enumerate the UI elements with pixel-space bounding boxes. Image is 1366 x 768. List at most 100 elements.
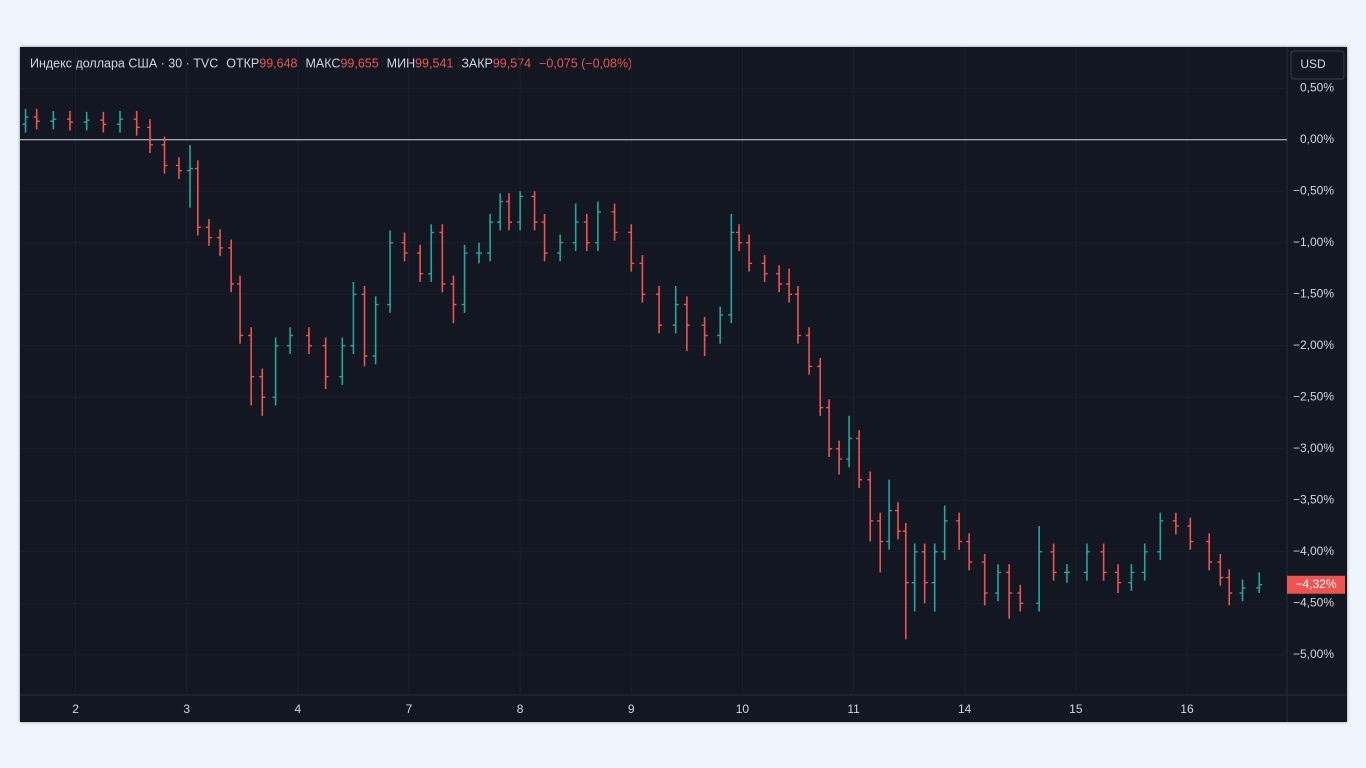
x-tick-label: 2 bbox=[72, 702, 79, 716]
ohlc-bar bbox=[902, 522, 909, 640]
chart-title: Индекс доллара США · 30 · TVC bbox=[30, 56, 218, 70]
y-tick-label: −1,50% bbox=[1293, 286, 1334, 300]
y-tick-label: −2,50% bbox=[1293, 389, 1334, 403]
x-tick-label: 15 bbox=[1069, 702, 1083, 716]
x-tick-label: 8 bbox=[517, 702, 524, 716]
ohlc-bar bbox=[339, 337, 346, 385]
x-tick-label: 11 bbox=[847, 702, 860, 716]
ohlc-bar bbox=[305, 327, 312, 355]
x-tick-label: 3 bbox=[183, 702, 190, 716]
ohlc-bar bbox=[736, 224, 743, 251]
ohlc-bar bbox=[531, 191, 538, 231]
ohlc-bar bbox=[350, 281, 357, 355]
ohlc-bar bbox=[895, 502, 902, 540]
ohlc-bar bbox=[931, 543, 938, 612]
ohlc-bar bbox=[506, 193, 513, 231]
ohlc-bar bbox=[911, 543, 918, 612]
ohlc-bar bbox=[228, 239, 235, 293]
y-tick-label: −2,00% bbox=[1293, 338, 1334, 352]
y-tick-label: −4,50% bbox=[1293, 595, 1334, 609]
ohlc-bar bbox=[877, 512, 884, 573]
ohlc-bar bbox=[995, 564, 1002, 602]
ohlc-bar bbox=[683, 296, 690, 351]
x-tick-label: 7 bbox=[406, 702, 413, 716]
ohlc-bar bbox=[187, 144, 194, 208]
ohlc-bar bbox=[194, 160, 201, 236]
ohlc-bar bbox=[1036, 526, 1043, 612]
ohlc-bar bbox=[1063, 564, 1070, 583]
ohlc-bar bbox=[497, 193, 504, 231]
ohlc-bar bbox=[846, 415, 853, 468]
ohlc-bar bbox=[1226, 569, 1233, 606]
legend-header: Индекс доллара США · 30 · TVC ОТКР 99,648 М… bbox=[30, 56, 632, 70]
ohlc-bar bbox=[147, 119, 154, 154]
ohlc-bar bbox=[50, 110, 57, 130]
ohlc-bar bbox=[450, 275, 457, 324]
ohlc-bar bbox=[1239, 579, 1246, 602]
x-tick-label: 16 bbox=[1180, 702, 1194, 716]
ohlc-bar bbox=[746, 234, 753, 272]
chart-panel bbox=[20, 47, 1347, 722]
ohlc-bar bbox=[205, 219, 212, 246]
ohlc-bar bbox=[701, 316, 708, 357]
ohlc-bar bbox=[1115, 564, 1122, 594]
ohlc-bar bbox=[461, 244, 468, 313]
ohlc-bar bbox=[161, 136, 168, 174]
ohlc-bar bbox=[786, 268, 793, 303]
legend-label: ЗАКР bbox=[461, 56, 493, 70]
ohlc-bar bbox=[672, 286, 679, 334]
ohlc-bar bbox=[272, 337, 279, 406]
ohlc-bar bbox=[287, 327, 294, 355]
ohlc-bar bbox=[67, 110, 74, 131]
ohlc-bar bbox=[1172, 512, 1179, 535]
ohlc-bar bbox=[557, 234, 564, 262]
x-tick-label: 10 bbox=[736, 702, 750, 716]
ohlc-bar bbox=[33, 108, 40, 130]
x-tick-label: 4 bbox=[295, 702, 302, 716]
ohlc-bar bbox=[372, 296, 379, 365]
ohlc-bar bbox=[1157, 512, 1164, 561]
y-tick-label: −3,50% bbox=[1293, 492, 1334, 506]
ohlc-bar bbox=[476, 242, 483, 264]
ohlc-bar bbox=[517, 191, 524, 231]
ohlc-bar bbox=[941, 505, 948, 561]
currency-label[interactable]: USD bbox=[1300, 57, 1326, 71]
y-tick-label: −4,00% bbox=[1293, 544, 1334, 558]
ohlc-bar bbox=[956, 512, 963, 550]
ohlc-bar bbox=[487, 213, 494, 262]
ohlc-bar bbox=[1128, 564, 1135, 591]
ohlc-bar bbox=[628, 224, 635, 272]
legend-value: 99,648 bbox=[259, 56, 297, 70]
y-tick-label: −0,50% bbox=[1293, 183, 1334, 197]
legend-label: ОТКР bbox=[226, 56, 259, 70]
legend-label: МАКС bbox=[306, 56, 341, 70]
ohlc-bar bbox=[1050, 543, 1057, 581]
ohlc-bar bbox=[1217, 553, 1224, 586]
ohlc-bar bbox=[541, 213, 548, 262]
ohlc-bar bbox=[728, 213, 735, 324]
y-tick-label: −1,00% bbox=[1293, 235, 1334, 249]
ohlc-bar bbox=[248, 327, 255, 406]
ohlc-bar bbox=[966, 533, 973, 571]
ohlc-bar bbox=[794, 286, 801, 344]
ohlc-bar bbox=[572, 203, 579, 251]
ohlc-bar bbox=[817, 358, 824, 416]
last-value-box bbox=[1287, 575, 1345, 594]
y-tick-label: −5,00% bbox=[1293, 647, 1334, 661]
ohlc-bar bbox=[175, 157, 182, 179]
currency-button[interactable] bbox=[1290, 50, 1345, 80]
legend-label: МИН bbox=[387, 56, 415, 70]
ohlc-bar bbox=[826, 399, 833, 458]
ohlc-bar bbox=[656, 286, 663, 334]
ohlc-bar bbox=[761, 255, 768, 282]
ohlc-bar bbox=[717, 306, 724, 344]
x-tick-label: 9 bbox=[628, 702, 635, 716]
ohlc-bar bbox=[1256, 572, 1263, 594]
legend-change: −0,075 (−0,08%) bbox=[539, 56, 632, 70]
ohlc-bar bbox=[83, 111, 90, 131]
ohlc-bar bbox=[217, 229, 224, 257]
ohlc-bar bbox=[856, 430, 863, 488]
ohlc-bar bbox=[886, 479, 893, 550]
